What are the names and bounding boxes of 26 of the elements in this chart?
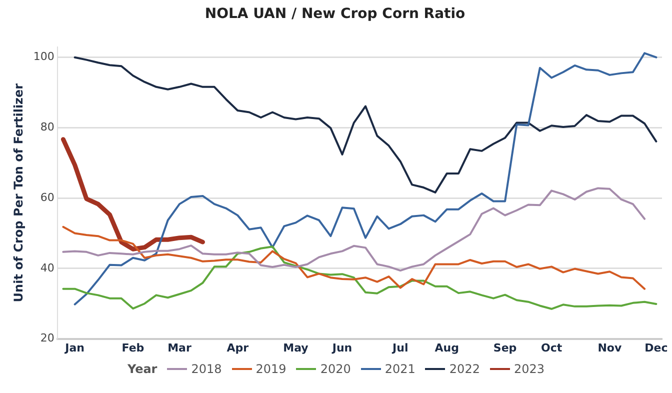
x-tick-label: Aug	[434, 341, 460, 354]
legend-label: 2018	[191, 362, 222, 376]
legend-title: Year	[127, 362, 158, 376]
x-tick-label: Jun	[331, 341, 352, 354]
y-tick-label: 40	[40, 261, 54, 274]
y-tick-label: 20	[40, 332, 54, 345]
y-axis-title: Unit of Crop Per Ton of Fertilizer	[11, 83, 26, 302]
x-tick-label: Oct	[540, 341, 562, 354]
x-tick-label: May	[283, 341, 308, 354]
y-tick-label: 80	[40, 120, 54, 134]
legend-label: 2021	[384, 362, 416, 376]
chart-title: NOLA UAN / New Crop Corn Ratio	[204, 6, 466, 22]
y-tick-label: 100	[33, 50, 54, 64]
x-tick-label: Apr	[226, 341, 250, 354]
legend-label: 2020	[320, 362, 351, 376]
x-tick-label: Sep	[493, 341, 517, 354]
x-tick-label: Dec	[644, 341, 668, 354]
y-tick-label: 60	[40, 190, 54, 204]
legend-label: 2023	[514, 362, 545, 376]
x-tick-label: Feb	[122, 341, 144, 354]
legend-label: 2019	[256, 362, 286, 376]
x-tick-label: Nov	[598, 341, 622, 354]
x-tick-label: Jan	[64, 341, 85, 354]
x-tick-label: Mar	[168, 341, 192, 354]
x-tick-label: Jul	[392, 341, 408, 354]
legend-label: 2022	[449, 362, 480, 376]
